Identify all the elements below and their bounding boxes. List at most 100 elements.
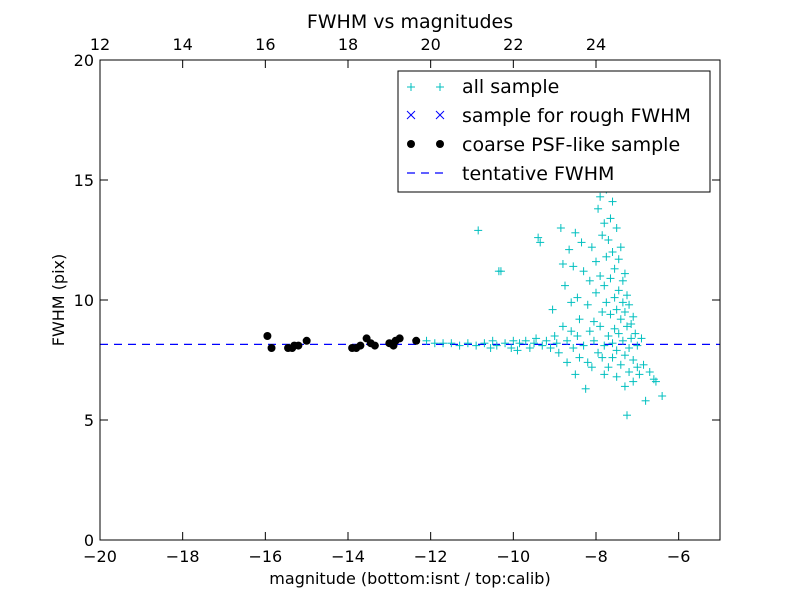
point-all-sample — [616, 360, 625, 369]
point-all-sample — [455, 341, 464, 350]
point-all-sample — [620, 308, 629, 316]
point-all-sample — [604, 236, 613, 244]
x-tick-label: −16 — [248, 547, 282, 566]
y-tick-label: 10 — [74, 291, 94, 310]
top-x-tick-label: 24 — [586, 35, 606, 54]
point-all-sample — [575, 353, 584, 362]
y-tick-label: 15 — [74, 171, 94, 190]
x-tick-label: −18 — [166, 547, 200, 566]
x-tick-label: −8 — [584, 547, 608, 566]
point-all-sample — [474, 226, 483, 235]
legend-label-all-sample: all sample — [462, 76, 559, 98]
point-all-sample — [581, 384, 590, 393]
point-all-sample — [587, 243, 596, 252]
point-all-sample — [604, 363, 613, 372]
point-all-sample — [589, 317, 598, 326]
point-all-sample — [596, 272, 605, 280]
point-all-sample — [430, 339, 439, 348]
point-all-sample — [606, 310, 615, 319]
point-all-sample — [561, 281, 569, 290]
point-psf-sample — [395, 334, 404, 343]
point-all-sample — [525, 344, 534, 352]
point-all-sample — [563, 336, 572, 345]
point-all-sample — [608, 339, 617, 348]
y-tick-label: 0 — [84, 531, 94, 550]
point-all-sample — [501, 339, 510, 348]
x-tick-label: −20 — [83, 547, 117, 566]
point-all-sample — [637, 334, 646, 343]
point-all-sample — [618, 336, 627, 345]
point-all-sample — [536, 238, 545, 247]
legend-label-rough-fwhm: sample for rough FWHM — [462, 105, 691, 127]
y-tick-label: 5 — [84, 411, 94, 430]
point-all-sample — [602, 252, 611, 261]
point-all-sample — [598, 231, 607, 240]
point-all-sample — [612, 346, 621, 355]
point-all-sample — [548, 305, 557, 314]
point-all-sample — [589, 336, 598, 345]
point-all-sample — [608, 353, 617, 362]
top-x-tick-label: 14 — [172, 35, 192, 54]
legend-marker-rough-fwhm — [406, 110, 445, 120]
point-all-sample — [616, 243, 625, 252]
point-all-sample — [569, 344, 578, 352]
point-all-sample — [567, 327, 576, 336]
x-tick-label: −14 — [331, 547, 365, 566]
point-all-sample — [596, 192, 605, 201]
chart-title: FWHM vs magnitudes — [307, 11, 513, 33]
point-all-sample — [623, 322, 631, 331]
point-all-sample — [614, 286, 623, 295]
point-all-sample — [610, 324, 619, 333]
point-all-sample — [585, 327, 594, 336]
point-all-sample — [579, 341, 588, 350]
point-all-sample — [463, 339, 472, 348]
point-all-sample — [569, 262, 578, 271]
point-all-sample — [658, 392, 667, 400]
point-all-sample — [633, 363, 642, 372]
top-x-tick-label: 12 — [90, 35, 110, 54]
legend-label-psf-sample: coarse PSF-like sample — [462, 134, 680, 156]
point-all-sample — [579, 267, 588, 276]
x-tick-label: −6 — [667, 547, 691, 566]
point-all-sample — [577, 238, 586, 247]
point-all-sample — [594, 348, 603, 357]
point-all-sample — [598, 308, 607, 316]
point-all-sample — [439, 339, 448, 348]
point-all-sample — [631, 329, 640, 338]
point-all-sample — [645, 368, 654, 376]
point-psf-sample — [412, 336, 421, 345]
point-all-sample — [629, 356, 638, 364]
point-all-sample — [515, 339, 524, 348]
point-all-sample — [598, 353, 607, 362]
point-all-sample — [558, 260, 567, 268]
point-all-sample — [608, 248, 617, 256]
point-all-sample — [596, 322, 605, 331]
legend-box — [397, 70, 711, 193]
point-all-sample — [585, 276, 594, 285]
x-axis-top: 12 14 16 18 20 22 24 — [90, 35, 606, 68]
point-all-sample — [623, 411, 631, 420]
point-all-sample — [625, 368, 634, 376]
point-psf-sample — [267, 344, 276, 352]
point-all-sample — [616, 315, 625, 324]
point-all-sample — [627, 320, 636, 328]
point-all-sample — [573, 293, 582, 302]
point-all-sample — [608, 197, 617, 206]
point-all-sample — [521, 336, 530, 345]
legend-marker-all-sample — [407, 83, 444, 91]
point-all-sample — [625, 300, 634, 309]
point-all-sample — [604, 332, 613, 340]
point-all-sample — [509, 336, 518, 345]
point-psf-sample — [356, 341, 365, 350]
top-x-tick-label: 22 — [503, 35, 523, 54]
point-all-sample — [633, 341, 642, 350]
point-all-sample — [639, 360, 648, 369]
point-all-sample — [422, 336, 431, 345]
point-all-sample — [606, 274, 615, 283]
data-layer — [100, 185, 720, 420]
point-all-sample — [600, 370, 609, 379]
point-all-sample — [641, 396, 650, 405]
point-all-sample — [629, 377, 638, 386]
point-all-sample — [614, 255, 623, 264]
